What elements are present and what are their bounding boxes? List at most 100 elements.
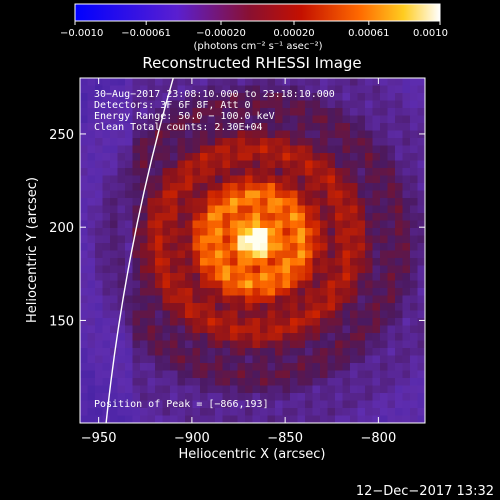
heatmap-cell (207, 415, 216, 423)
heatmap-cell (245, 258, 254, 267)
heatmap-cell (95, 348, 104, 357)
heatmap-cell (230, 93, 239, 102)
heatmap-cell (215, 258, 224, 267)
heatmap-cell (372, 123, 381, 132)
heatmap-cell (312, 355, 321, 364)
heatmap-cell (125, 205, 134, 214)
heatmap-cell (222, 145, 231, 154)
heatmap-cell (200, 100, 209, 109)
heatmap-cell (410, 340, 419, 349)
heatmap-cell (275, 153, 284, 162)
heatmap-cell (312, 243, 321, 252)
heatmap-cell (350, 93, 359, 102)
heatmap-cell (215, 303, 224, 312)
heatmap-cell (125, 378, 134, 387)
heatmap-cell (132, 325, 141, 334)
colorbar-tick-label: −0.00061 (121, 28, 171, 39)
heatmap-cell (387, 295, 396, 304)
heatmap-cell (395, 400, 404, 409)
heatmap-cell (350, 228, 359, 237)
heatmap-cell (282, 130, 291, 139)
heatmap-cell (117, 160, 126, 169)
heatmap-cell (327, 273, 336, 282)
heatmap-cell (140, 355, 149, 364)
heatmap-cell (305, 340, 314, 349)
heatmap-cell (170, 220, 179, 229)
heatmap-cell (312, 145, 321, 154)
heatmap-cell (252, 393, 261, 402)
heatmap-cell (387, 340, 396, 349)
heatmap-cell (290, 160, 299, 169)
heatmap-cell (245, 93, 254, 102)
heatmap-cell (245, 385, 254, 394)
heatmap-cell (237, 400, 246, 409)
heatmap-cell (380, 370, 389, 379)
heatmap-cell (350, 168, 359, 177)
heatmap-cell (192, 295, 201, 304)
heatmap-cell (192, 183, 201, 192)
heatmap-cell (365, 175, 374, 184)
heatmap-cell (365, 220, 374, 229)
heatmap-cell (327, 288, 336, 297)
heatmap-cell (252, 100, 261, 109)
heatmap-cell (80, 153, 89, 162)
heatmap-cell (237, 235, 246, 244)
heatmap-cell (215, 378, 224, 387)
heatmap-cell (200, 393, 209, 402)
heatmap-cell (267, 183, 276, 192)
heatmap-cell (290, 265, 299, 274)
solar-limb-line (105, 78, 174, 423)
heatmap-cell (140, 363, 149, 372)
heatmap-cell (342, 310, 351, 319)
heatmap-cell (162, 295, 171, 304)
heatmap-cell (192, 243, 201, 252)
heatmap-cell (387, 115, 396, 124)
heatmap-cell (245, 190, 254, 199)
heatmap-cell (87, 168, 96, 177)
heatmap-cell (290, 400, 299, 409)
heatmap-cell (80, 258, 89, 267)
heatmap-cell (200, 408, 209, 417)
heatmap-cell (192, 123, 201, 132)
heatmap-cell (335, 243, 344, 252)
heatmap-cell (395, 310, 404, 319)
heatmap-cell (117, 153, 126, 162)
y-tick-label: 150 (49, 314, 74, 329)
heatmap-cell (185, 198, 194, 207)
heatmap-cell (327, 310, 336, 319)
heatmap-cell (117, 288, 126, 297)
heatmap-cell (297, 400, 306, 409)
heatmap-cell (245, 288, 254, 297)
heatmap-cell (162, 355, 171, 364)
heatmap-cell (252, 115, 261, 124)
heatmap-cell (222, 348, 231, 357)
heatmap-cell (372, 100, 381, 109)
heatmap-cell (80, 295, 89, 304)
heatmap-cell (87, 393, 96, 402)
heatmap-cell (177, 123, 186, 132)
heatmap-cell (297, 378, 306, 387)
heatmap-cell (110, 333, 119, 342)
heatmap-cell (87, 85, 96, 94)
heatmap-cell (297, 415, 306, 423)
heatmap-cell (297, 115, 306, 124)
heatmap-cell (297, 78, 306, 87)
heatmap-cell (275, 250, 284, 259)
heatmap-cell (260, 250, 269, 259)
heatmap-cell (170, 310, 179, 319)
heatmap-cell (417, 93, 425, 102)
heatmap-cell (117, 273, 126, 282)
heatmap-cell (215, 145, 224, 154)
heatmap-cell (140, 333, 149, 342)
heatmap-cell (402, 145, 411, 154)
heatmap-cell (267, 130, 276, 139)
heatmap-cell (237, 333, 246, 342)
heatmap-cell (192, 355, 201, 364)
heatmap-cell (365, 415, 374, 423)
heatmap-cell (222, 325, 231, 334)
heatmap-cell (342, 243, 351, 252)
heatmap-cell (312, 220, 321, 229)
heatmap-cell (170, 370, 179, 379)
heatmap-cell (252, 228, 261, 237)
heatmap-cell (290, 378, 299, 387)
